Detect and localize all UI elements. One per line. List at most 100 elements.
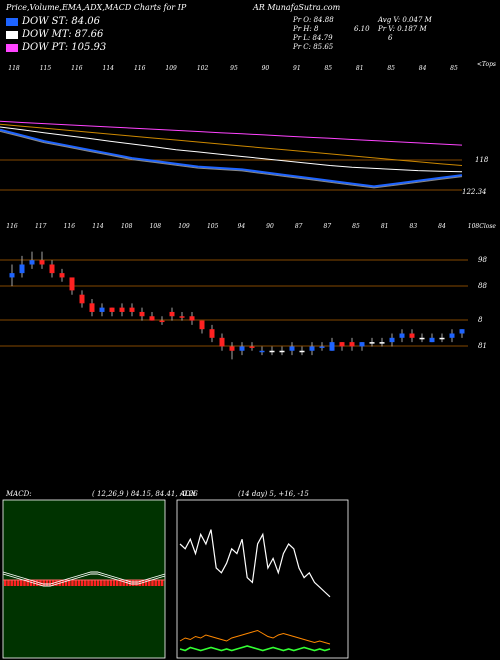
chart-header-left: Price,Volume,EMA,ADX,MACD Charts for IP [6, 3, 187, 12]
ema-top-tick-label: 85 [387, 65, 395, 72]
macd-histogram-bar [61, 580, 65, 586]
candle-body [59, 273, 65, 278]
macd-histogram-bar [68, 580, 71, 586]
macd-histogram-bar [96, 580, 100, 586]
macd-histogram-bar [23, 580, 26, 586]
di-plus-line [179, 629, 331, 645]
macd-series-line-0 [2, 571, 166, 585]
price-top-tick-label: 117 [35, 223, 47, 230]
price-top-tick-label: 94 [238, 223, 246, 230]
candle-body [339, 342, 345, 347]
price-top-tick-label: 87 [295, 223, 303, 230]
ema-corner-label: <Tops [477, 61, 496, 68]
macd-histogram-bar [135, 580, 138, 586]
macd-histogram-bar [26, 580, 29, 586]
price-top-tick-label: 84 [438, 223, 446, 230]
legend-dow-st: DOW ST: 84.06 [6, 16, 100, 27]
candle-body [309, 346, 315, 351]
price-top-tick-label: 83 [410, 223, 418, 230]
ema-top-tick-label: 91 [293, 65, 301, 72]
candle-body [459, 329, 465, 334]
ema-top-tick-label: 102 [197, 65, 209, 72]
candle-body [369, 342, 375, 344]
macd-histogram-bar [77, 580, 81, 586]
price-right-label-0: 98 [478, 256, 487, 264]
macd-histogram-bar [80, 580, 84, 586]
candle-body [29, 260, 35, 265]
candle-body [349, 342, 355, 347]
price-top-tick-label: 108 [150, 223, 162, 230]
macd-histogram-bar [93, 580, 97, 586]
adx-line [179, 529, 331, 598]
ema-right-label-upper: 118 [475, 156, 489, 164]
ema-top-tick-label: 118 [8, 65, 20, 72]
price-right-label-3: 81 [478, 342, 487, 350]
macd-histogram-bar [106, 580, 109, 586]
macd-histogram-bar [29, 580, 33, 586]
candle-body [139, 311, 145, 317]
ema-top-tick-label: 85 [324, 65, 332, 72]
macd-histogram-bar [116, 580, 119, 586]
candle-body [259, 350, 265, 353]
macd-histogram-bar [20, 580, 23, 586]
macd-panel-background [2, 499, 166, 659]
stat-close: Pr C: 85.65 [293, 43, 334, 51]
candle-body [19, 264, 25, 274]
stat-avg-volume: Avg V: 0.047 M [378, 16, 432, 24]
legend-label-mt: DOW MT: 87.66 [22, 29, 104, 40]
macd-histogram-bar [84, 580, 87, 586]
macd-series-line-1 [2, 573, 166, 587]
candle-body [199, 320, 205, 330]
macd-histogram-bar [45, 580, 49, 586]
ema-top-tick-label: 95 [230, 65, 238, 72]
candle-body [389, 337, 395, 343]
candle-body [209, 329, 215, 338]
candle-body [109, 307, 115, 312]
macd-histogram-bar [7, 580, 10, 586]
legend-dow-mt: DOW MT: 87.66 [6, 29, 103, 40]
macd-title: MACD: [5, 490, 32, 498]
candle-body [449, 333, 455, 338]
macd-histogram-bar [55, 580, 58, 586]
ema-series-line-1 [0, 126, 463, 173]
macd-histogram-bar [74, 580, 77, 586]
candle-body [119, 307, 125, 312]
candle-body [279, 350, 285, 353]
macd-histogram-bar [122, 580, 125, 586]
macd-histogram-bar [109, 580, 113, 586]
legend-label-st: DOW ST: 84.06 [22, 16, 101, 27]
candle-body [219, 337, 225, 347]
candle-body [129, 307, 135, 312]
price-top-tick-label: 116 [64, 223, 76, 230]
candle-body [439, 337, 445, 340]
price-top-tick-label: 105 [207, 223, 219, 230]
price-top-tick-label: 109 [178, 223, 190, 230]
candle-body [299, 350, 305, 353]
ema-top-tick-label: 114 [103, 65, 115, 72]
ema-series-line-2 [0, 123, 463, 166]
ema-top-tick-label: 90 [262, 65, 270, 72]
ema-series-line-0 [0, 120, 463, 146]
macd-histogram-bar [103, 580, 106, 586]
macd-histogram-bar [151, 580, 154, 586]
di-minus-line [179, 645, 331, 652]
candle-body [89, 303, 95, 312]
macd-histogram-bar [36, 580, 39, 586]
macd-histogram-bar [48, 580, 52, 586]
ema-top-tick-label: 109 [165, 65, 177, 72]
candle-body [319, 346, 325, 348]
macd-histogram-bar [119, 580, 122, 586]
candle-body [99, 307, 105, 312]
adx-title: ADX [179, 490, 197, 498]
macd-histogram-bar [138, 580, 141, 586]
candle-body [359, 342, 365, 347]
ema-top-tick-label: 115 [40, 65, 52, 72]
stat-volume-cont: 6 [388, 34, 393, 42]
stat-volume: Pr V: 0.187 M [378, 25, 427, 33]
macd-histogram-bar [42, 580, 45, 586]
legend-swatch-mt [6, 30, 18, 39]
macd-histogram-bar [100, 580, 103, 586]
macd-histogram-bar [87, 580, 90, 586]
stat-low: Pr L: 84.79 [293, 34, 333, 42]
